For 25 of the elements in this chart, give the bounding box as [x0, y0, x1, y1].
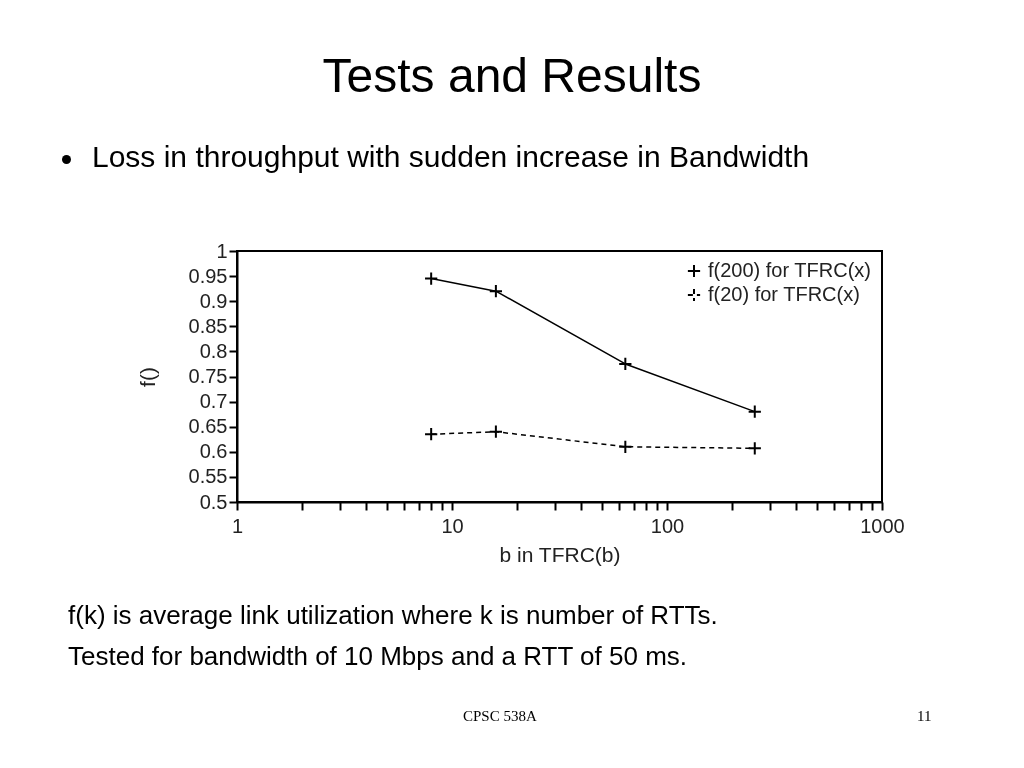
- text: f(k) is average link utilization where k is number of RTTs.: [68, 600, 718, 631]
- y-tick-label: 0.5: [199, 490, 228, 513]
- x-axis-title: b in TFRC(b): [499, 542, 621, 566]
- y-tick-label: 1: [216, 239, 228, 262]
- y-tick-label: 0.95: [188, 264, 228, 287]
- legend-label: f(200) for TFRC(x): [708, 259, 871, 281]
- x-tick-label: 100: [650, 514, 685, 537]
- chart-subtitle: Loss in throughput with sudden increase in Bandwidth: [92, 140, 810, 173]
- y-tick-label: 0.75: [188, 365, 228, 387]
- y-tick-label: 0.9: [199, 289, 228, 312]
- chart-title: Tests and Results: [321, 48, 703, 103]
- x-tick-label: 1000: [860, 514, 905, 537]
- y-tick-label: 0.7: [199, 390, 228, 413]
- y-tick-label: 0.65: [188, 415, 228, 438]
- y-tick-label: 0.85: [188, 314, 228, 337]
- x-tick-label: 1: [231, 514, 244, 537]
- y-axis-title: f(): [135, 367, 159, 387]
- text: CPSC 538A: [463, 708, 537, 725]
- text: Tested for bandwidth of 10 Mbps and a RTT of 50 ms.: [68, 641, 688, 672]
- text: 11: [917, 708, 932, 725]
- x-tick-label: 10: [441, 514, 464, 537]
- legend-label: f(20) for TFRC(x): [708, 283, 860, 305]
- y-tick-label: 0.55: [188, 465, 228, 488]
- y-tick-label: 0.8: [199, 339, 228, 362]
- y-tick-label: 0.6: [199, 440, 228, 463]
